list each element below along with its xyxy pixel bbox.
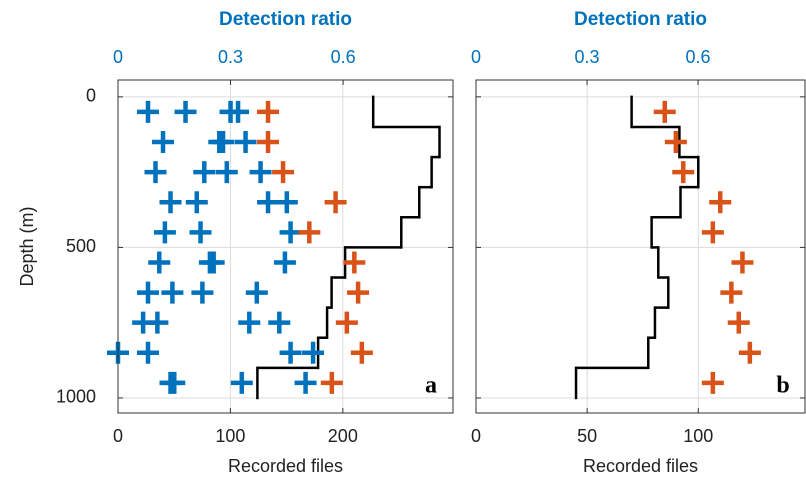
cross-marker <box>137 341 160 364</box>
cross-marker <box>320 371 343 394</box>
x-axis-label: Recorded files <box>228 456 343 476</box>
cross-marker <box>731 251 754 274</box>
cross-marker <box>245 281 268 304</box>
cross-marker <box>701 221 724 244</box>
cross-marker <box>653 100 676 123</box>
cross-marker <box>257 191 280 214</box>
cross-marker <box>137 100 160 123</box>
cross-marker <box>249 161 272 184</box>
cross-marker <box>191 281 214 304</box>
x2-tick-label: 0.6 <box>331 47 356 67</box>
x-tick-label: 0 <box>113 426 123 446</box>
x-tick-label: 0 <box>471 426 481 446</box>
cross-marker <box>148 251 171 274</box>
cross-marker <box>153 221 176 244</box>
cross-marker <box>273 251 296 274</box>
cross-marker <box>302 341 325 364</box>
cross-marker <box>161 281 184 304</box>
cross-marker <box>279 341 302 364</box>
x-axis-label: Recorded files <box>583 456 698 476</box>
x-tick-label: 200 <box>328 426 358 446</box>
y-tick-label: 0 <box>86 86 96 106</box>
plot-frame <box>475 79 806 414</box>
cross-marker <box>294 371 317 394</box>
cross-marker <box>350 341 373 364</box>
cross-marker <box>701 371 724 394</box>
cross-marker <box>202 251 225 274</box>
cross-marker <box>163 371 186 394</box>
cross-marker <box>720 281 743 304</box>
x2-tick-label: 0.6 <box>686 47 711 67</box>
cross-marker <box>347 281 370 304</box>
cross-marker <box>174 100 197 123</box>
cross-marker <box>189 221 212 244</box>
cross-marker <box>268 311 291 334</box>
cross-marker <box>185 191 208 214</box>
y-axis-label: Depth (m) <box>17 206 37 286</box>
cross-marker <box>215 161 238 184</box>
cross-marker <box>238 311 261 334</box>
cross-marker <box>343 251 366 274</box>
cross-marker <box>727 311 750 334</box>
cross-marker <box>212 131 235 154</box>
x-tick-label: 50 <box>577 426 597 446</box>
cross-marker <box>227 100 250 123</box>
x2-tick-label: 0 <box>471 47 481 67</box>
cross-marker <box>193 161 216 184</box>
cross-marker <box>272 161 295 184</box>
cross-marker <box>335 311 358 334</box>
cross-marker <box>275 191 298 214</box>
cross-marker <box>146 311 169 334</box>
panel-label: a <box>425 373 437 399</box>
cross-marker <box>144 161 167 184</box>
x2-tick-label: 0.3 <box>575 47 600 67</box>
y-tick-label: 1000 <box>56 387 96 407</box>
top-axis-label: Detection ratio <box>219 9 352 30</box>
x-tick-label: 100 <box>683 426 713 446</box>
cross-marker <box>709 191 732 214</box>
cross-marker <box>159 191 182 214</box>
x2-tick-label: 0.3 <box>218 47 243 67</box>
cross-marker <box>257 100 280 123</box>
plot-frame <box>117 79 454 414</box>
plot-area <box>476 80 805 413</box>
panel-label: b <box>776 373 789 399</box>
cross-marker <box>324 191 347 214</box>
cross-marker <box>672 161 695 184</box>
cross-marker <box>230 371 253 394</box>
cross-marker <box>257 131 280 154</box>
cross-marker <box>137 281 160 304</box>
cross-marker <box>152 131 175 154</box>
x-tick-label: 100 <box>215 426 245 446</box>
cross-marker <box>298 221 321 244</box>
cross-marker <box>664 131 687 154</box>
top-axis-label: Detection ratio <box>574 9 707 30</box>
y-tick-label: 500 <box>66 236 96 256</box>
cross-marker <box>738 341 761 364</box>
cross-marker <box>279 221 302 244</box>
x2-tick-label: 0 <box>113 47 123 67</box>
plot-area <box>118 80 453 413</box>
cross-marker <box>234 131 257 154</box>
